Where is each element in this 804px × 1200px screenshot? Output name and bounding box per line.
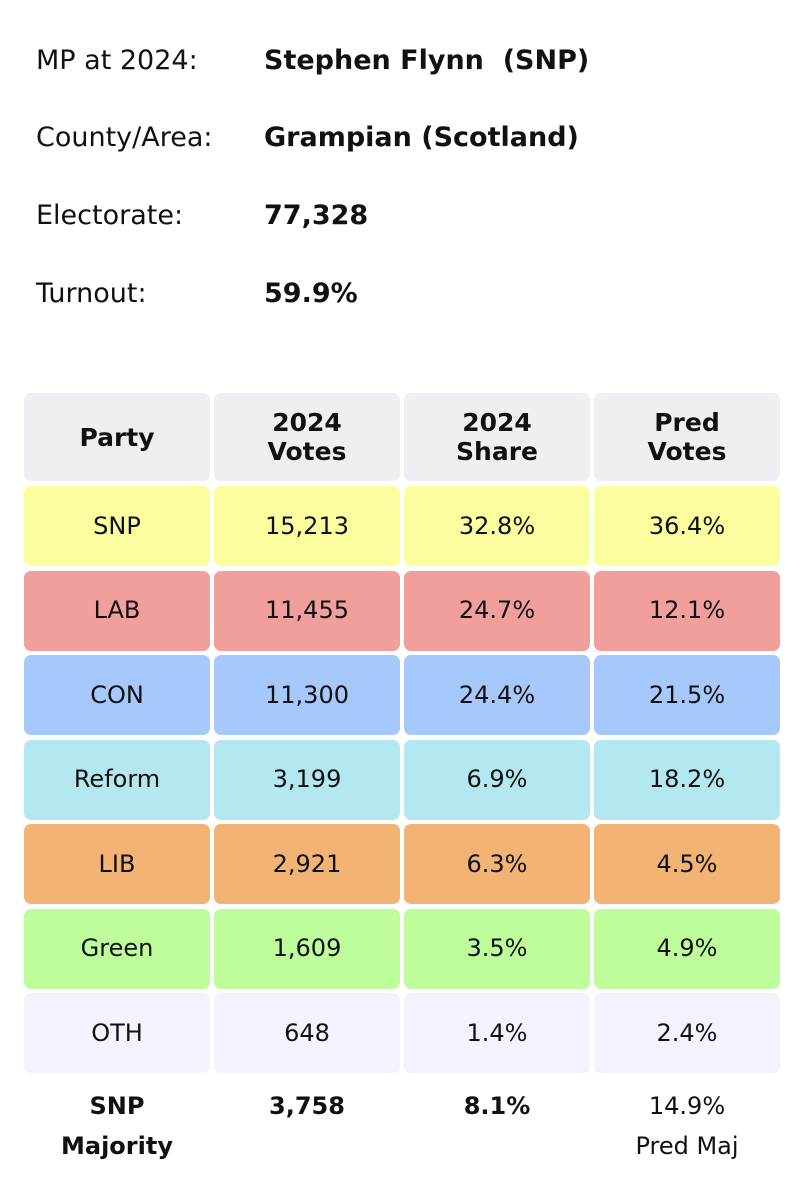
- footer-text: Majority: [61, 1131, 173, 1160]
- electorate-value: 77,328: [264, 199, 369, 231]
- header-party: Party: [24, 393, 210, 481]
- county-label: County/Area:: [36, 121, 213, 153]
- row-lib-votes-2024: 2,921: [214, 824, 400, 904]
- header-pred-votes: Pred Votes: [594, 393, 780, 481]
- header-line2: Share: [456, 437, 538, 466]
- footer-text: SNP: [89, 1091, 145, 1120]
- row-snp-pred-votes: 36.4%: [594, 486, 780, 566]
- row-reform-votes-2024: 3,199: [214, 739, 400, 820]
- header-line1: Party: [79, 422, 155, 452]
- header-line1: Pred: [654, 408, 720, 437]
- row-lib-pred-votes: 4.5%: [594, 824, 780, 904]
- footer-text: 14.9%: [648, 1091, 726, 1120]
- row-lab-pred-votes: 12.1%: [594, 570, 780, 651]
- header-line2: Votes: [267, 437, 347, 466]
- turnout-value: 59.9%: [264, 277, 358, 309]
- header-line1: 2024: [272, 408, 342, 437]
- row-green-share-2024: 3.5%: [404, 908, 590, 989]
- turnout-label: Turnout:: [36, 277, 147, 309]
- footer-text: 3,758: [269, 1091, 345, 1120]
- turnout-row: Turnout: 59.9%: [36, 273, 776, 313]
- header-share-2024: 2024 Share: [404, 393, 590, 481]
- county-row: County/Area: Grampian (Scotland): [36, 117, 776, 157]
- header-votes-2024: 2024 Votes: [214, 393, 400, 481]
- header-line1: 2024: [462, 408, 532, 437]
- row-con-party: CON: [24, 655, 210, 735]
- row-snp-party: SNP: [24, 486, 210, 566]
- row-reform-pred-votes: 18.2%: [594, 739, 780, 820]
- footer-predicted-majority: 14.9% Pred Maj: [594, 1086, 780, 1166]
- header-line2: Votes: [647, 437, 727, 466]
- row-lab-votes-2024: 11,455: [214, 570, 400, 651]
- electorate-label: Electorate:: [36, 199, 184, 231]
- row-con-pred-votes: 21.5%: [594, 655, 780, 735]
- row-con-share-2024: 24.4%: [404, 655, 590, 735]
- row-green-votes-2024: 1,609: [214, 908, 400, 989]
- row-oth-votes-2024: 648: [214, 993, 400, 1073]
- row-oth-share-2024: 1.4%: [404, 993, 590, 1073]
- mp-value: Stephen Flynn (SNP): [264, 44, 590, 76]
- footer-majority-votes: 3,758: [214, 1086, 400, 1126]
- row-oth-party: OTH: [24, 993, 210, 1073]
- row-oth-pred-votes: 2.4%: [594, 993, 780, 1073]
- footer-text: 8.1%: [463, 1091, 531, 1120]
- footer-majority-party: SNP Majority: [24, 1086, 210, 1166]
- row-reform-share-2024: 6.9%: [404, 739, 590, 820]
- mp-row: MP at 2024: Stephen Flynn (SNP): [36, 40, 776, 80]
- row-lib-share-2024: 6.3%: [404, 824, 590, 904]
- row-snp-votes-2024: 15,213: [214, 486, 400, 566]
- footer-majority-share: 8.1%: [404, 1086, 590, 1126]
- footer-text: Pred Maj: [635, 1131, 739, 1160]
- row-green-pred-votes: 4.9%: [594, 908, 780, 989]
- county-value: Grampian (Scotland): [264, 121, 579, 153]
- row-lab-share-2024: 24.7%: [404, 570, 590, 651]
- row-green-party: Green: [24, 908, 210, 989]
- row-lib-party: LIB: [24, 824, 210, 904]
- mp-label: MP at 2024:: [36, 44, 198, 76]
- row-lab-party: LAB: [24, 570, 210, 651]
- row-reform-party: Reform: [24, 739, 210, 820]
- electorate-row: Electorate: 77,328: [36, 195, 776, 235]
- row-snp-share-2024: 32.8%: [404, 486, 590, 566]
- row-con-votes-2024: 11,300: [214, 655, 400, 735]
